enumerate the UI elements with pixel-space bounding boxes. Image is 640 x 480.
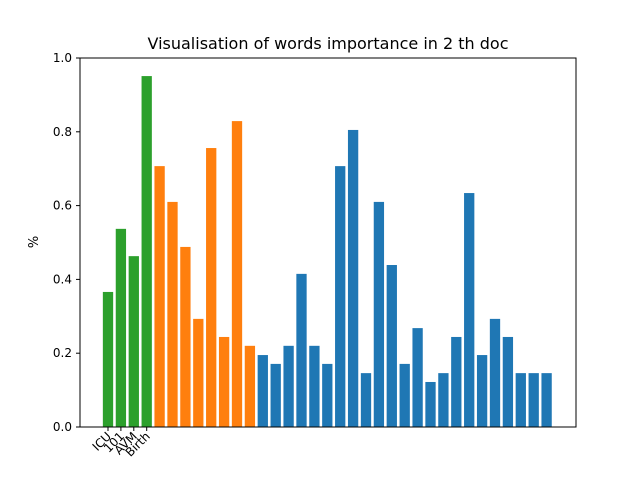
chart-title: Visualisation of words importance in 2 t…	[147, 34, 508, 53]
bar	[167, 201, 178, 427]
bar	[231, 121, 243, 427]
bar	[322, 363, 333, 427]
bar	[141, 76, 152, 427]
bar	[464, 193, 475, 427]
bar	[115, 228, 127, 427]
bar	[283, 345, 294, 427]
bar	[476, 355, 488, 427]
bar	[102, 291, 114, 427]
bar	[257, 355, 268, 427]
bar	[206, 148, 217, 428]
y-tick-label: 1.0	[53, 51, 72, 65]
bars-group	[102, 76, 552, 428]
bar	[528, 373, 539, 427]
bar	[296, 273, 307, 427]
y-axis-label: %	[27, 236, 42, 248]
bar	[180, 246, 191, 427]
bar	[541, 373, 552, 427]
y-tick-label: 0.0	[53, 420, 72, 434]
bar	[438, 373, 449, 427]
bar	[451, 336, 462, 427]
plot-frame	[79, 57, 577, 428]
bar	[270, 363, 281, 427]
bar	[154, 166, 165, 427]
bar	[502, 336, 514, 427]
bar	[335, 166, 346, 427]
bar	[399, 363, 410, 427]
bar	[193, 318, 204, 427]
bar	[244, 345, 256, 427]
bar	[309, 345, 320, 427]
bar	[425, 381, 436, 427]
bar	[515, 373, 526, 427]
y-tick-label: 0.8	[53, 125, 72, 139]
bar	[373, 201, 385, 427]
bar	[360, 373, 372, 427]
y-tick-label: 0.2	[53, 346, 72, 360]
y-tick-label: 0.4	[53, 272, 72, 286]
bar	[489, 318, 501, 427]
bar	[128, 256, 139, 427]
bar	[218, 336, 230, 427]
bar	[386, 265, 397, 427]
y-axis: 0.0 0.2 0.4 0.6 0.8 1.0	[53, 51, 80, 434]
bar	[412, 328, 423, 427]
y-tick-label: 0.6	[53, 199, 72, 213]
bar	[347, 129, 359, 427]
